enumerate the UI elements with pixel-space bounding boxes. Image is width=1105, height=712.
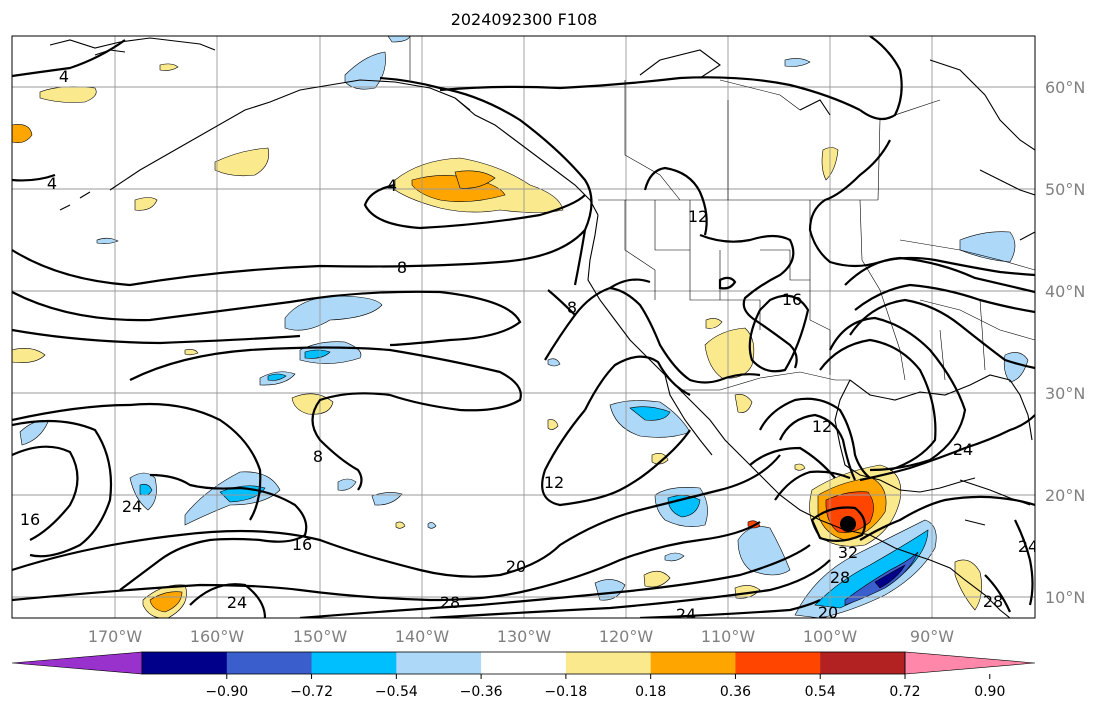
contour-label: 4 <box>387 176 397 195</box>
contour-label: 28 <box>983 592 1003 611</box>
contour-label: 4 <box>47 174 57 193</box>
colorbar-tick-label: 0.90 <box>974 684 1005 700</box>
contour-label: 12 <box>544 473 564 492</box>
colorbar-tick-label: 0.72 <box>889 684 920 700</box>
colorbar-segment <box>820 652 906 674</box>
contour-label: 16 <box>20 510 40 529</box>
colorbar: −0.90 −0.72 −0.54 −0.36 −0.18 0.18 0.36 0.54 0.7… <box>11 651 1036 700</box>
colorbar-tick-label: −0.54 <box>375 684 418 700</box>
colorbar-frame <box>141 651 906 675</box>
colorbar-segment <box>311 652 397 674</box>
colorbar-segment <box>226 652 313 674</box>
contour-label: 20 <box>506 557 526 576</box>
lat-label: 20°N <box>1045 486 1085 505</box>
contour-label: 4 <box>59 67 69 86</box>
lon-label: 100°W <box>803 627 858 646</box>
colorbar-tick-label: 0.54 <box>805 684 836 700</box>
coastlines <box>49 37 1035 618</box>
contour-label: 24 <box>122 497 142 516</box>
colorbar-tick-label: 0.36 <box>720 684 751 700</box>
contour-label: 24 <box>1018 537 1038 556</box>
contour-label: 28 <box>440 593 460 612</box>
longitude-labels: 170°W 160°W 150°W 140°W 130°W 120°W 110°… <box>88 627 954 646</box>
contour-label: 12 <box>688 207 708 226</box>
contour-label: 8 <box>567 298 577 317</box>
height-contours <box>12 36 1035 618</box>
contour-label: 8 <box>313 447 323 466</box>
graticule <box>12 36 1035 618</box>
lon-label: 130°W <box>497 627 552 646</box>
lon-label: 110°W <box>701 627 756 646</box>
lon-label: 150°W <box>293 627 348 646</box>
contour-label: 24 <box>676 605 696 624</box>
contour-label: 16 <box>782 290 802 309</box>
contour-label: 16 <box>292 535 312 554</box>
colorbar-segment <box>735 652 821 674</box>
colorbar-segment <box>142 652 228 674</box>
lat-label: 40°N <box>1045 282 1085 301</box>
contour-label: 32 <box>838 543 858 562</box>
colorbar-tick-label: −0.18 <box>544 684 587 700</box>
contour-label: 12 <box>812 417 832 436</box>
colorbar-segment <box>650 652 736 674</box>
storm-center-marker <box>840 516 856 532</box>
contour-labels: 4 4 4 8 8 8 12 12 12 16 16 16 20 20 24 2… <box>20 67 1038 624</box>
colorbar-segment <box>396 652 482 674</box>
map-panel: 4 4 4 8 8 8 12 12 12 16 16 16 20 20 24 2… <box>12 36 1038 624</box>
colorbar-tick-label: −0.36 <box>460 684 503 700</box>
colorbar-tick-label: −0.72 <box>290 684 333 700</box>
colorbar-tick-label: 0.18 <box>635 684 666 700</box>
contour-label: 8 <box>397 258 407 277</box>
lat-label: 50°N <box>1045 180 1085 199</box>
lon-label: 120°W <box>599 627 654 646</box>
lon-label: 170°W <box>88 627 143 646</box>
lat-label: 60°N <box>1045 78 1085 97</box>
contour-label: 28 <box>830 568 850 587</box>
colorbar-segment <box>565 652 652 674</box>
contour-label: 20 <box>818 603 838 622</box>
colorbar-segment <box>481 652 567 674</box>
colorbar-extend-high <box>904 651 1036 675</box>
lon-label: 140°W <box>395 627 450 646</box>
political-borders <box>409 36 1035 391</box>
lon-label: 160°W <box>190 627 245 646</box>
contour-label: 24 <box>953 440 973 459</box>
map-border <box>11 35 1036 619</box>
latitude-labels: 60°N 50°N 40°N 30°N 20°N 10°N <box>1045 78 1085 607</box>
colorbar-tick-label: −0.90 <box>205 684 248 700</box>
colorbar-extend-low <box>11 651 143 675</box>
lat-label: 10°N <box>1045 588 1085 607</box>
lat-label: 30°N <box>1045 384 1085 403</box>
lon-label: 90°W <box>910 627 954 646</box>
figure-title: 2024092300 F108 <box>451 10 598 29</box>
contour-label: 24 <box>227 593 247 612</box>
